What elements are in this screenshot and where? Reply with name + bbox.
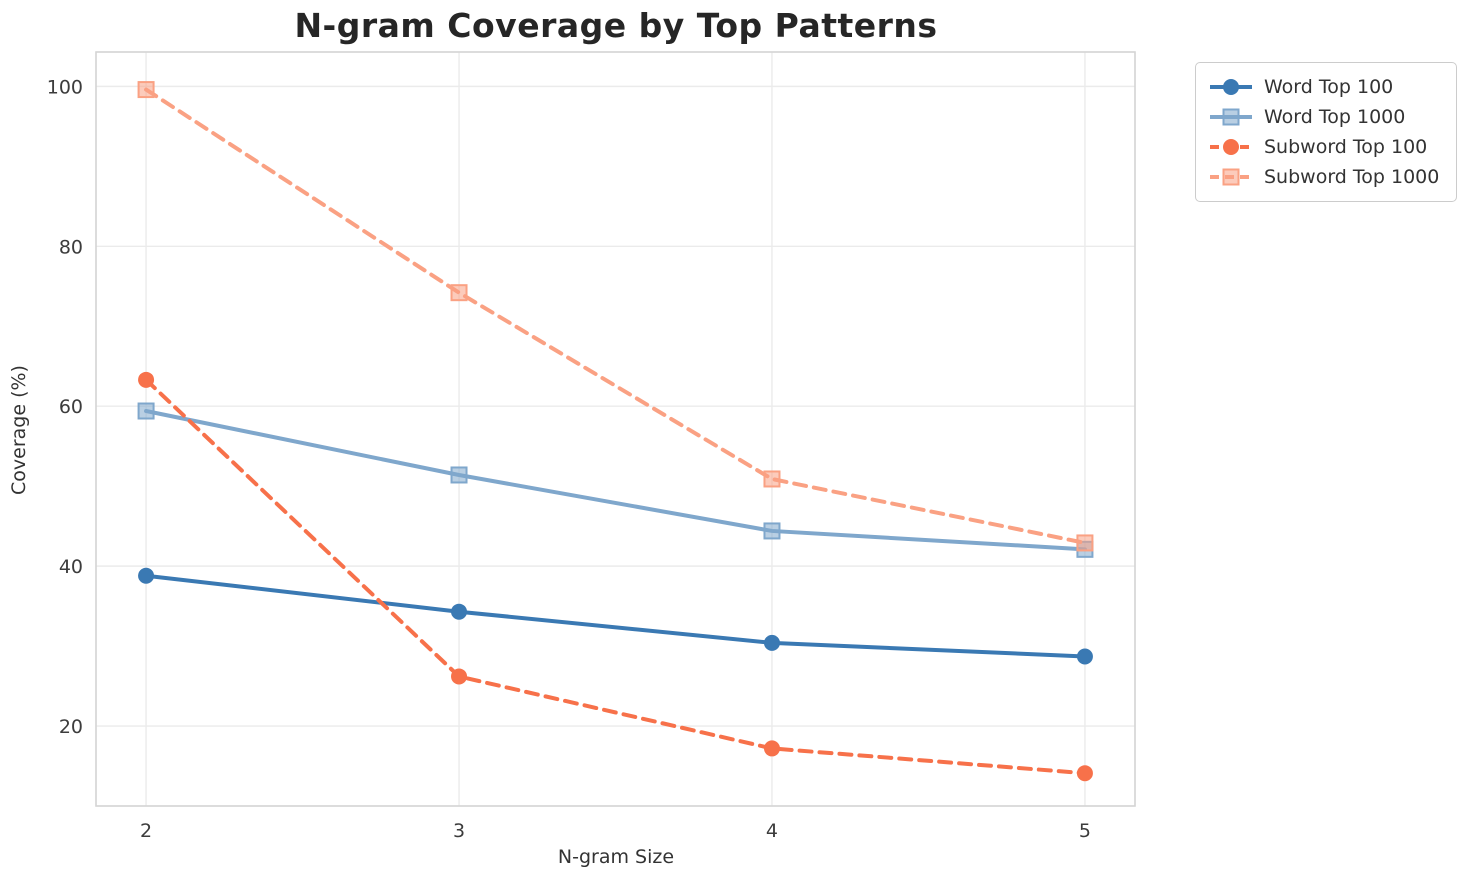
data-point-marker [138, 567, 155, 584]
data-point-marker [138, 371, 155, 388]
axes-spines [95, 51, 1136, 807]
data-point-marker [450, 466, 468, 484]
y-tick-label: 20 [59, 716, 83, 738]
legend-label: Subword Top 100 [1264, 136, 1428, 158]
legend-label: Word Top 1000 [1264, 106, 1406, 128]
x-tick-label: 5 [1079, 820, 1091, 842]
data-point-marker [137, 402, 155, 420]
series-line-3 [144, 87, 1087, 545]
legend: Word Top 100 Word Top 1000 Subword Top 100… [1195, 62, 1457, 202]
chart-title: N-gram Coverage by Top Patterns [294, 6, 938, 45]
legend-item-0: Word Top 100 [1208, 72, 1444, 102]
y-tick-label: 80 [59, 236, 83, 258]
data-point-marker [1076, 765, 1093, 782]
solid-line-marker-icon [1210, 108, 1252, 126]
dashed-line-marker-icon [1210, 168, 1252, 186]
x-tick-label: 3 [453, 820, 465, 842]
y-tick-label: 60 [59, 396, 83, 418]
series-line-0 [144, 573, 1087, 659]
data-point-marker [451, 603, 468, 620]
x-tick-label: 2 [140, 820, 152, 842]
data-point-marker [1076, 648, 1093, 665]
data-point-marker [763, 522, 781, 540]
data-point-marker [763, 740, 780, 757]
data-point-marker [450, 284, 468, 302]
series-line-1 [144, 409, 1087, 552]
solid-line-marker-icon [1210, 79, 1252, 95]
x-tick-label: 4 [766, 820, 778, 842]
data-point-marker [1076, 534, 1094, 552]
y-tick-label: 100 [47, 76, 83, 98]
legend-item-1: Word Top 1000 [1208, 102, 1444, 132]
legend-label: Subword Top 1000 [1264, 166, 1440, 188]
data-point-marker [763, 634, 780, 651]
data-point-marker [763, 470, 781, 488]
legend-label: Word Top 100 [1264, 76, 1394, 98]
legend-item-2: Subword Top 100 [1208, 132, 1444, 162]
y-tick-label: 40 [59, 556, 83, 578]
series-line-2 [144, 377, 1087, 776]
legend-item-3: Subword Top 1000 [1208, 162, 1444, 192]
x-axis-label: N-gram Size [557, 846, 675, 868]
data-point-marker [451, 668, 468, 685]
data-point-marker [137, 81, 155, 99]
dashed-line-marker-icon [1210, 139, 1252, 155]
